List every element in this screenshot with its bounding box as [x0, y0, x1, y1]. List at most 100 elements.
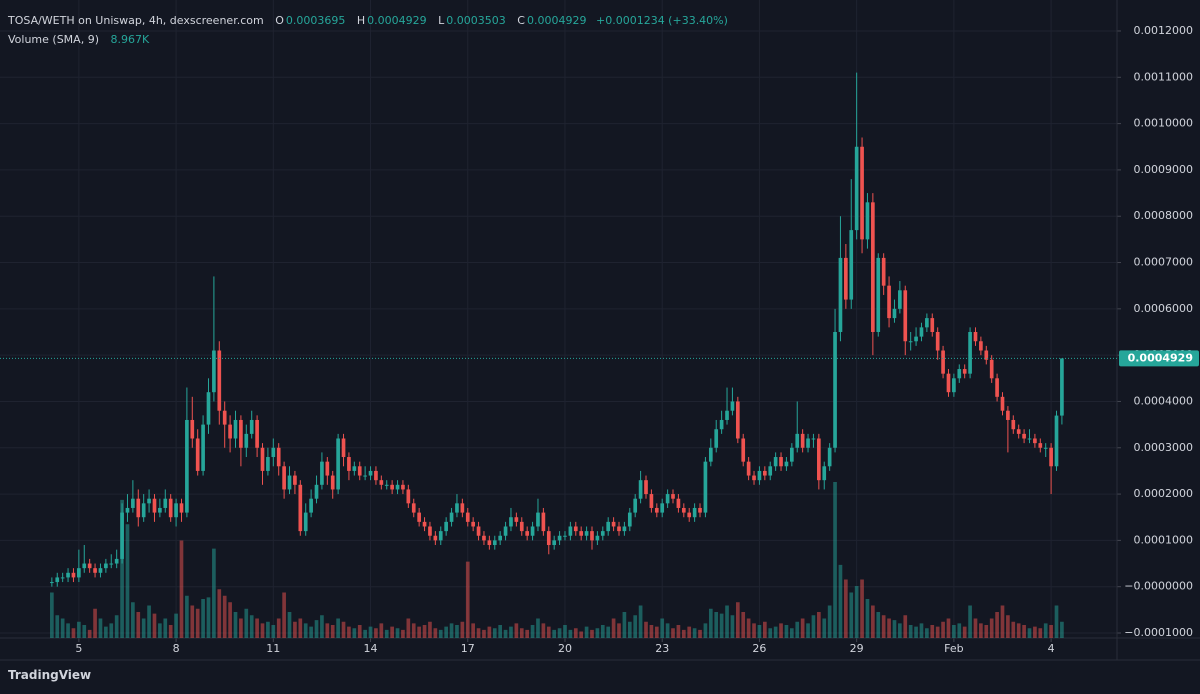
- volume-bar: [627, 621, 632, 638]
- candle-body: [638, 480, 643, 499]
- candle-body: [455, 503, 459, 513]
- volume-bar: [136, 612, 141, 638]
- candle-body: [125, 507, 130, 513]
- volume-bar: [622, 612, 627, 638]
- volume-bar: [876, 612, 881, 638]
- candle-body: [773, 457, 778, 467]
- volume-bar: [892, 620, 897, 638]
- candle-body: [611, 521, 616, 527]
- candle-body: [590, 531, 594, 541]
- volume-bar: [600, 625, 605, 638]
- label: O: [275, 14, 284, 27]
- candle-body: [833, 331, 837, 448]
- volume-bar: [968, 605, 972, 638]
- volume-bar: [714, 612, 719, 638]
- candle-body: [860, 146, 864, 240]
- y-tick-label: 0.0007000: [1134, 256, 1194, 269]
- candle-body: [519, 521, 524, 532]
- volume-bar: [422, 625, 427, 638]
- volume-bar: [735, 602, 740, 638]
- volume-bar: [563, 625, 567, 638]
- volume-bar: [903, 615, 908, 638]
- volume-bar: [952, 625, 956, 638]
- candle-body: [503, 526, 508, 536]
- volume-bar: [611, 618, 616, 638]
- volume-bar: [401, 629, 405, 638]
- label: H: [356, 14, 366, 27]
- value: 0.0004929: [367, 14, 427, 27]
- candle-body: [1054, 415, 1059, 467]
- x-tick-label: 17: [461, 642, 475, 655]
- volume-bar: [406, 618, 411, 638]
- candle-body: [428, 526, 432, 536]
- volume-bar: [519, 628, 524, 638]
- watermark-text: TradingView: [8, 668, 92, 682]
- candle-body: [1060, 358, 1064, 416]
- candle-body: [968, 331, 972, 374]
- volume-bar: [390, 626, 394, 638]
- volume-bar: [433, 628, 438, 638]
- volume-bar: [276, 618, 281, 638]
- value: 0.0003695: [285, 14, 346, 27]
- candle-body: [892, 308, 897, 319]
- candle-body: [757, 470, 762, 481]
- x-tick-label: 23: [655, 642, 669, 655]
- volume-bar: [212, 548, 216, 638]
- candle-body: [552, 540, 557, 546]
- volume-bar: [444, 626, 448, 638]
- candle-body: [984, 350, 989, 360]
- candle-body: [546, 531, 551, 546]
- volume-bar: [185, 595, 189, 638]
- candle-body: [644, 480, 648, 495]
- volume-bar: [449, 623, 454, 638]
- candle-body: [941, 350, 945, 374]
- label: C: [517, 14, 525, 27]
- volume-bar: [374, 628, 378, 638]
- volume-bar: [687, 626, 692, 638]
- volume-bar: [638, 605, 643, 638]
- volume-bar: [633, 615, 638, 638]
- volume-bar: [465, 561, 470, 638]
- candle-body: [147, 498, 151, 504]
- volume-bar: [995, 612, 999, 638]
- volume-bar: [293, 621, 297, 638]
- y-tick-label: 0.0010000: [1134, 117, 1194, 130]
- volume-bar: [428, 621, 432, 638]
- volume-bar: [762, 621, 767, 638]
- volume-bar: [698, 629, 702, 638]
- candle-body: [973, 331, 978, 342]
- volume-bar: [347, 626, 351, 638]
- candle-body: [735, 401, 740, 439]
- candle-body: [222, 410, 227, 425]
- candle-body: [698, 507, 702, 513]
- candle-body: [384, 484, 389, 486]
- volume-bar: [984, 625, 989, 638]
- candle-body: [908, 341, 913, 343]
- volume-bar: [590, 629, 594, 638]
- volume-bar: [228, 602, 232, 638]
- volume-bar: [1049, 625, 1053, 638]
- volume-bar: [844, 579, 848, 638]
- x-tick-label: 14: [364, 642, 378, 655]
- volume-bar: [530, 625, 535, 638]
- candle-body: [276, 447, 281, 467]
- volume-bar: [541, 623, 546, 638]
- candle-body: [368, 470, 373, 476]
- candle-body: [952, 378, 956, 393]
- candle-body: [714, 429, 719, 448]
- candle-body: [498, 535, 503, 541]
- volume-bar: [811, 615, 816, 638]
- volume-bar: [141, 618, 146, 638]
- candle-body: [703, 461, 708, 513]
- volume-bar: [790, 628, 794, 638]
- candle-body: [471, 521, 475, 527]
- volume-bar: [989, 618, 994, 638]
- volume-bar: [546, 626, 551, 638]
- watermark: TradingView: [8, 668, 91, 682]
- candle-body: [444, 521, 448, 532]
- candle-body: [1006, 410, 1010, 420]
- volume-bar: [795, 621, 800, 638]
- volume-bar: [881, 615, 886, 638]
- candle-body: [622, 526, 627, 532]
- candle-body: [800, 433, 805, 448]
